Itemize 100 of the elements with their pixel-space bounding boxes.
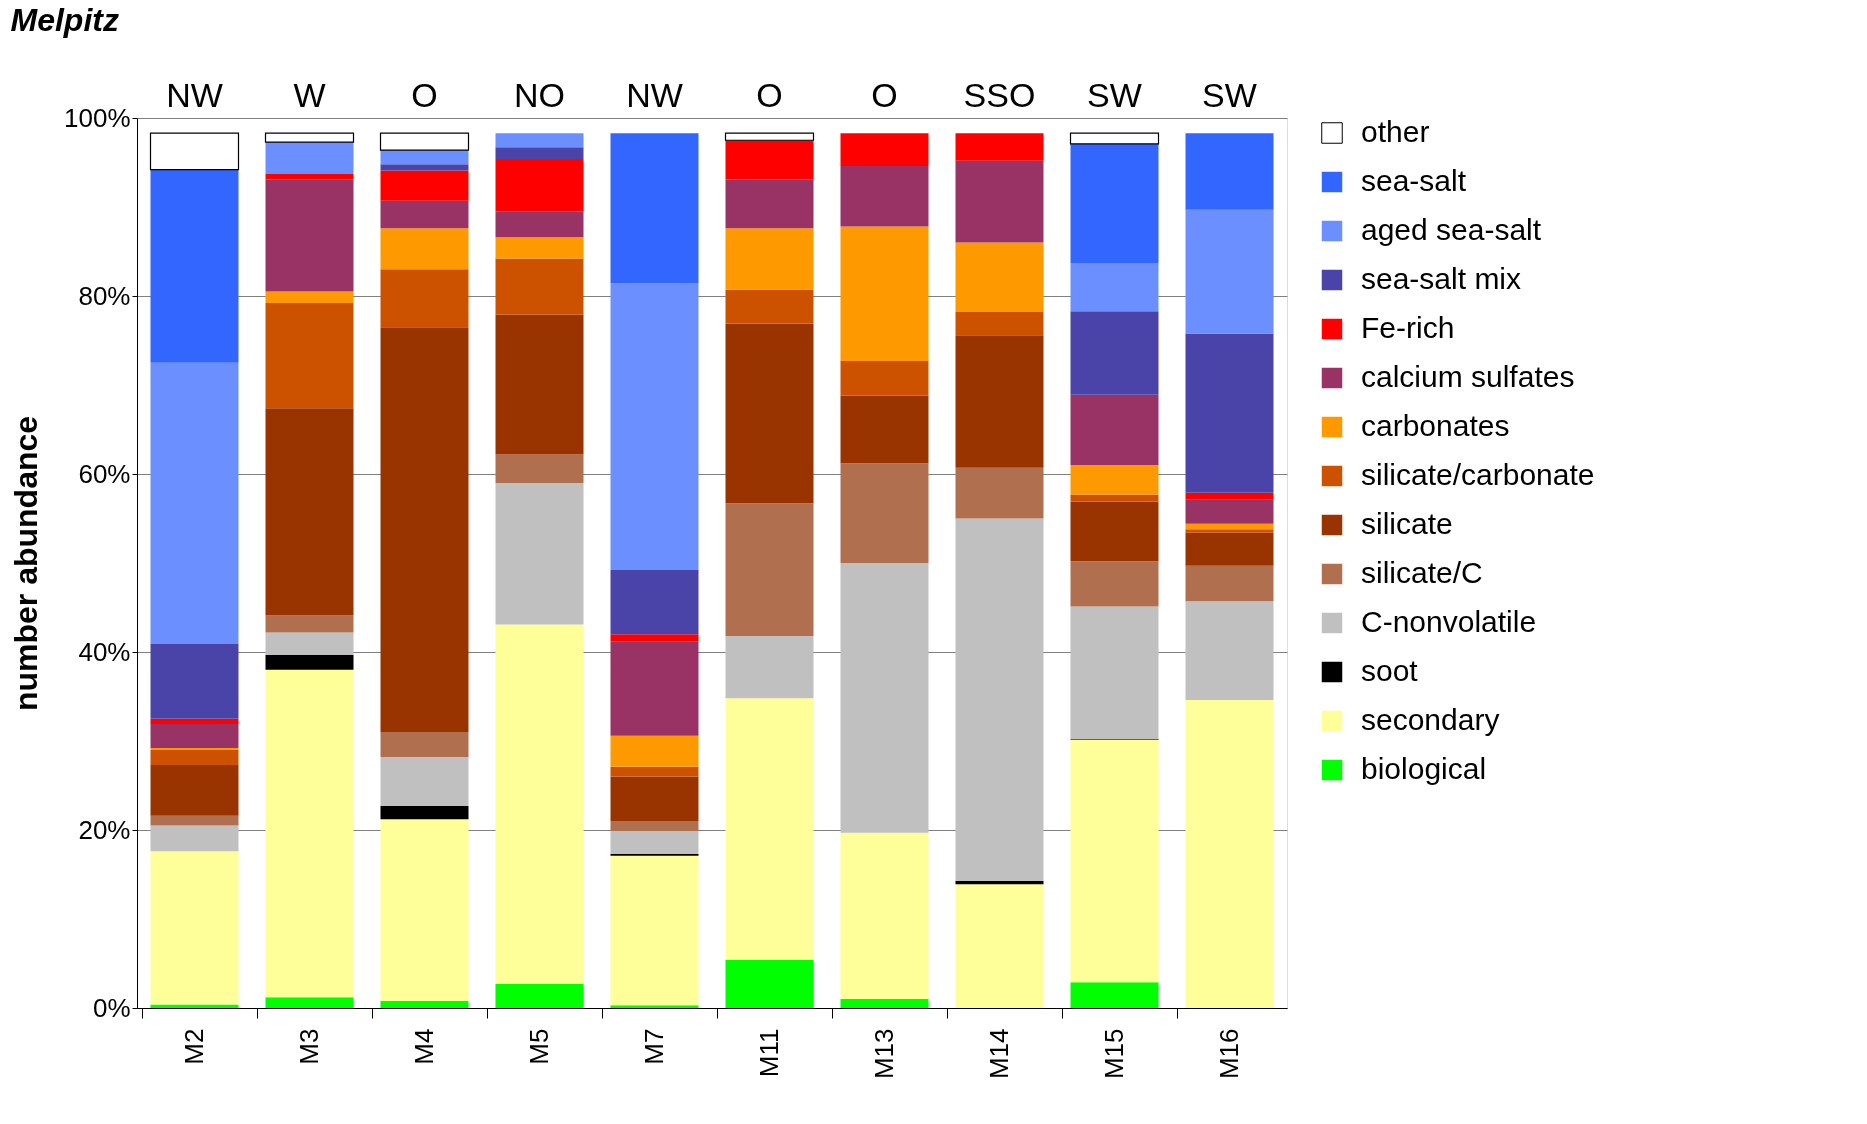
x-tick-label: M3 [293, 1028, 324, 1065]
bar [1070, 143, 1159, 264]
bar [610, 283, 699, 571]
bar [380, 327, 469, 733]
bar [495, 211, 584, 238]
bar [955, 160, 1044, 243]
x-tick-label: M14 [983, 1028, 1014, 1080]
text: W [293, 76, 326, 114]
bar [265, 408, 354, 616]
bar [265, 142, 354, 175]
y-tick-label: 100% [64, 102, 131, 133]
bar [955, 312, 1044, 336]
bar [1185, 133, 1274, 210]
bar [379, 132, 470, 151]
bar [265, 997, 354, 1008]
bar [150, 362, 239, 644]
bar [725, 698, 814, 960]
bar [725, 228, 814, 290]
bar [150, 749, 239, 766]
bar [955, 133, 1044, 161]
bar [725, 289, 814, 324]
bar [380, 200, 469, 229]
bar [495, 983, 584, 1008]
bar [264, 132, 355, 143]
bar [1185, 523, 1274, 530]
legend-label: biological [1361, 752, 1487, 785]
bar [265, 615, 354, 633]
bar [1185, 565, 1274, 602]
bar [495, 314, 584, 455]
bar [1070, 561, 1159, 607]
chart-title: Melpitz [10, 2, 119, 38]
bar [610, 830, 699, 855]
bar [840, 166, 929, 227]
bar [380, 170, 469, 201]
bar [725, 323, 814, 504]
bar [610, 634, 699, 642]
bar [1070, 982, 1159, 1008]
bar [610, 735, 699, 767]
bar [380, 150, 469, 165]
bar [840, 563, 929, 833]
bar [840, 360, 929, 396]
bar [610, 133, 699, 284]
text: NW [626, 76, 683, 114]
bar [1185, 700, 1274, 1008]
bar [1069, 132, 1160, 145]
bar [725, 503, 814, 636]
bar [610, 855, 699, 1006]
bar [380, 228, 469, 270]
legend-label: C-nonvolatile [1361, 605, 1537, 638]
bar [1070, 263, 1159, 312]
bar [955, 467, 1044, 519]
bar [495, 454, 584, 483]
bar [150, 815, 239, 826]
bar [150, 718, 239, 725]
legend-label: soot [1361, 654, 1419, 687]
bar [495, 237, 584, 259]
bar [955, 884, 1044, 1008]
bar [380, 805, 469, 820]
bar [495, 482, 584, 625]
bar [150, 169, 239, 363]
bar [150, 825, 239, 852]
bar [380, 164, 469, 171]
bar [1070, 311, 1159, 395]
bar [610, 776, 699, 822]
bar [495, 147, 584, 159]
bar [610, 570, 699, 635]
bar [1070, 501, 1159, 562]
x-tick-label: M7 [638, 1028, 669, 1065]
bar [725, 959, 814, 1008]
bar [150, 765, 239, 816]
bar [1185, 209, 1274, 334]
bar [840, 226, 929, 361]
y-tick-label: 20% [78, 814, 131, 845]
bar [150, 851, 239, 1005]
bar [955, 518, 1044, 881]
y-tick-label: 0% [92, 992, 131, 1023]
text: O [756, 76, 783, 114]
legend-label: carbonates [1361, 409, 1510, 442]
bar [265, 632, 354, 655]
bar [380, 269, 469, 328]
bar [495, 258, 584, 315]
bar [265, 174, 354, 180]
bar [1070, 494, 1159, 502]
text: SW [1202, 76, 1257, 114]
text: O [411, 76, 438, 114]
bar [725, 179, 814, 229]
bar [380, 819, 469, 1001]
x-tick-label: M11 [753, 1028, 784, 1078]
legend-label: other [1361, 115, 1430, 148]
bar [1185, 601, 1274, 701]
legend-label: secondary [1361, 703, 1500, 736]
bar [1185, 492, 1274, 500]
bar [265, 303, 354, 409]
x-tick-label: M4 [408, 1028, 439, 1065]
bar [380, 1000, 469, 1008]
bar [495, 624, 584, 984]
bar [265, 291, 354, 304]
bar [150, 643, 239, 719]
bar [1070, 740, 1159, 983]
bar [725, 140, 814, 180]
